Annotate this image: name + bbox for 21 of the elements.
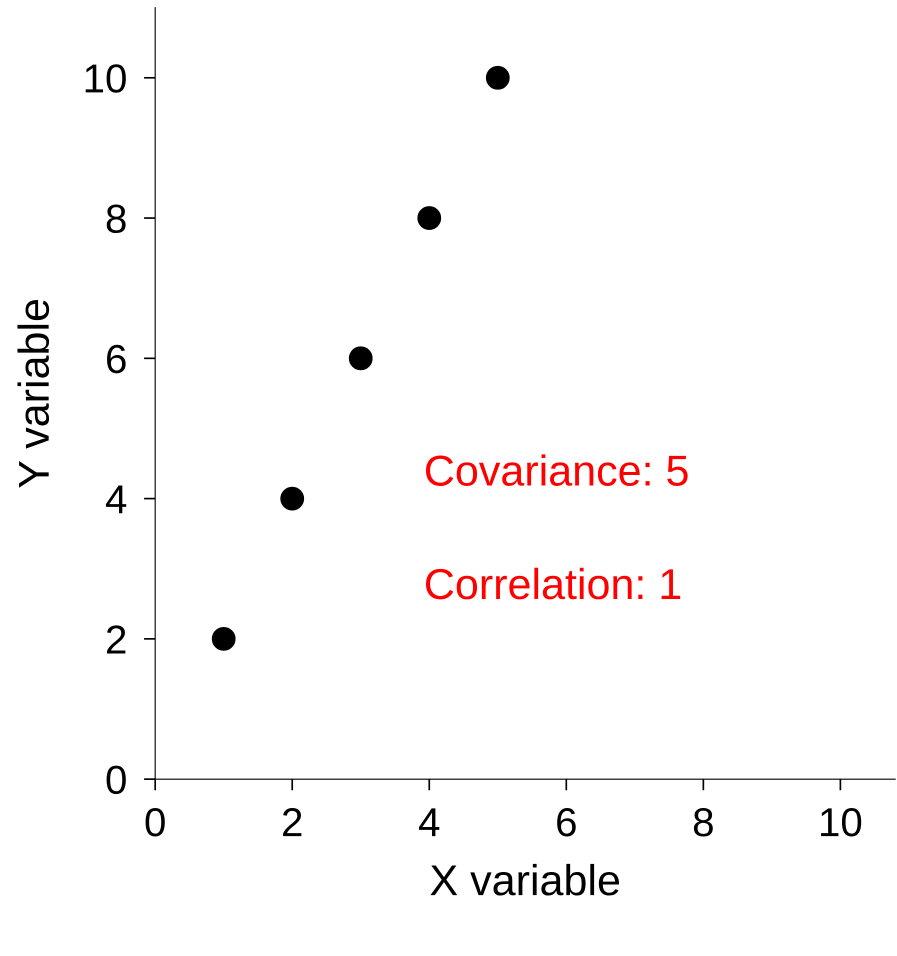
y-axis-title: Y variable [17, 300, 50, 488]
x-tick-label: 4 [418, 808, 440, 836]
y-tick-label: 6 [107, 344, 126, 374]
y-tick-label: 4 [106, 485, 126, 514]
annotation: Correlation: 1 [426, 568, 680, 600]
y-tick-label: 2 [107, 625, 126, 654]
point [280, 486, 304, 510]
y-tick-label: 0 [106, 766, 126, 794]
x-axis-title: X variable [430, 864, 620, 896]
point [486, 66, 510, 90]
annotation: Covariance: 5 [426, 454, 688, 486]
x-tick-label: 8 [694, 808, 713, 837]
x-tick-label: 2 [283, 808, 302, 836]
point [212, 626, 236, 651]
y-tick-label: 8 [106, 204, 126, 234]
x-tick-label: 6 [557, 808, 576, 837]
x-tick-label: 10 [821, 808, 862, 837]
y-tick-label: 10 [86, 64, 126, 93]
x-tick-label: 0 [146, 808, 165, 837]
point [348, 346, 373, 370]
point [417, 206, 442, 230]
